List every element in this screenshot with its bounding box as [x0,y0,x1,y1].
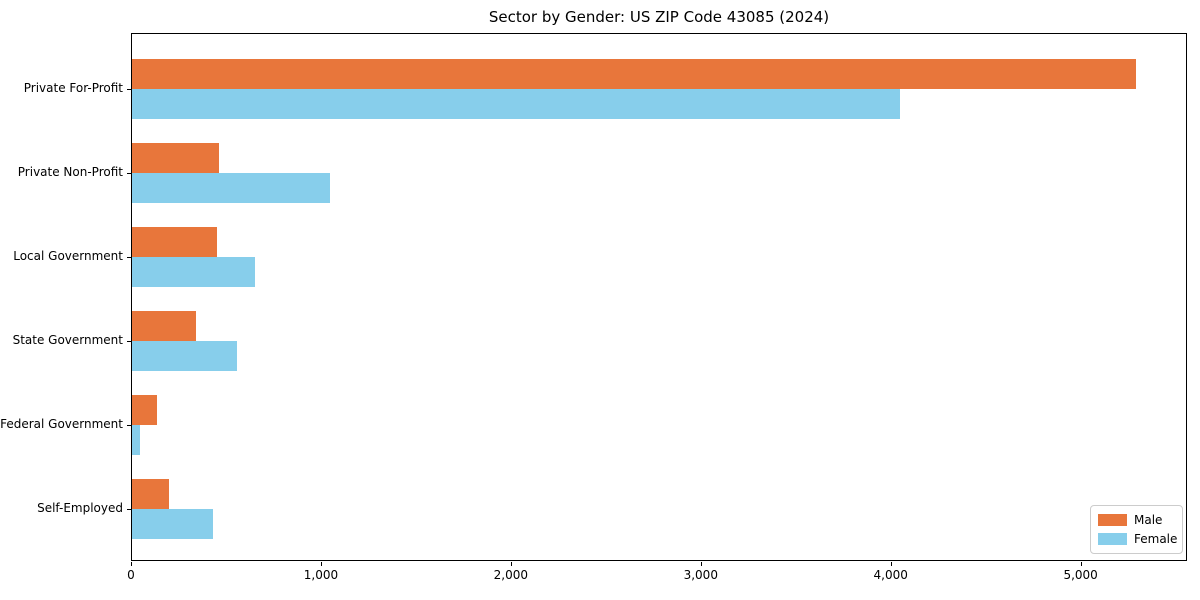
legend-label-male: Male [1134,513,1163,528]
y-tick-label-federal-government: Federal Government [0,417,123,431]
y-tick-mark [127,257,131,258]
bar-female-state-government [132,341,238,371]
bar-male-self-employed [132,479,170,509]
x-tick-label-0: 0 [127,568,135,582]
bar-male-private-for-profit [132,59,1136,89]
plot-area [131,33,1187,561]
bar-male-local-government [132,227,218,257]
legend-swatch-female [1098,532,1127,545]
x-tick-label-4000: 4,000 [873,568,908,582]
legend-item-female: Female [1098,530,1178,548]
legend-label-female: Female [1134,531,1178,546]
y-tick-label-local-government: Local Government [13,249,123,263]
x-tick-mark [890,562,892,566]
x-tick-mark [131,562,132,566]
y-tick-mark [127,509,131,510]
x-tick-label-1000: 1,000 [303,568,339,582]
x-tick-label-3000: 3,000 [683,568,718,582]
y-tick-label-state-government: State Government [12,333,123,347]
x-tick-mark [320,562,322,566]
bar-female-private-for-profit [132,89,901,119]
y-tick-mark [127,89,131,90]
y-tick-label-self-employed: Self-Employed [37,501,123,515]
chart-title: Sector by Gender: US ZIP Code 43085 (202… [488,8,830,26]
bar-male-federal-government [132,395,157,425]
x-tick-label-2000: 2,000 [493,568,529,582]
y-tick-mark [127,425,131,426]
y-tick-mark [127,341,131,342]
x-tick-mark [1080,562,1082,566]
x-tick-mark [700,562,702,566]
y-tick-label-private-for-profit: Private For-Profit [23,81,123,95]
bar-female-local-government [132,257,255,287]
bar-female-federal-government [132,425,140,455]
y-tick-label-private-non-profit: Private Non-Profit [17,165,123,179]
legend: Male Female [1090,505,1183,554]
legend-swatch-male [1098,514,1127,527]
bar-male-private-non-profit [132,143,220,173]
bar-male-state-government [132,311,196,341]
y-tick-mark [127,173,131,174]
bar-female-private-non-profit [132,173,331,203]
x-tick-mark [510,562,512,566]
bar-female-self-employed [132,509,213,539]
legend-item-male: Male [1098,511,1175,529]
x-tick-label-5000: 5,000 [1063,568,1098,582]
